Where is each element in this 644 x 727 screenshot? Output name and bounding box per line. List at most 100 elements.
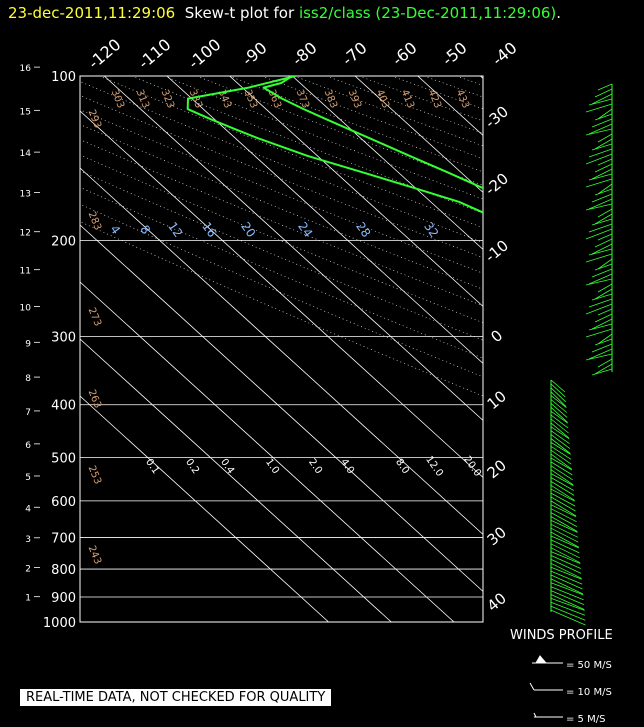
dry-adiabat-label: 293	[86, 108, 103, 130]
dry-adiabat-label: 313	[134, 88, 151, 110]
wind-barb	[550, 449, 572, 465]
height-km-label: 11	[20, 267, 31, 277]
wind-barb	[550, 500, 577, 517]
plot-frame	[79, 75, 484, 623]
dry-adiabat-line	[196, 76, 483, 186]
isotherm-line	[543, 76, 644, 622]
mixing-ratio-label: 32	[421, 219, 441, 240]
dry-adiabat-label: 383	[322, 88, 339, 110]
isotherm-line	[80, 281, 455, 622]
dry-adiabat-label: 263	[86, 388, 103, 410]
dry-adiabat-line	[586, 76, 644, 620]
wind-barb	[597, 83, 613, 91]
wind-barb	[550, 465, 573, 481]
wind-barb	[550, 418, 569, 434]
wind-barb	[597, 208, 613, 218]
dry-adiabat-line	[80, 221, 483, 397]
wind-barb	[550, 531, 579, 548]
isotherm-right-label: 30	[484, 523, 510, 549]
wind-barb	[550, 590, 585, 605]
dry-adiabat-line	[80, 170, 483, 341]
wind-barb	[550, 516, 578, 532]
height-km-label: 10	[20, 304, 32, 314]
height-km-label: 5	[25, 473, 31, 483]
mixing-ratio-label: 2.0	[306, 457, 324, 476]
isotherm-line	[80, 167, 483, 535]
isotherm-top-label: -100	[184, 35, 224, 73]
wind-barb	[550, 410, 569, 424]
dry-adiabat-line	[80, 154, 483, 324]
wind-barb	[550, 535, 580, 549]
dry-adiabat-line	[80, 109, 483, 274]
wind-legend-5: = 5 M/S	[566, 714, 606, 725]
wind-barb	[591, 293, 613, 301]
wind-barb	[550, 527, 579, 543]
mixing-ratio-line	[504, 196, 644, 616]
mixing-ratio-label: 1.0	[263, 457, 281, 476]
wind-legend-barbs	[529, 655, 563, 718]
wind-barb	[550, 430, 570, 445]
wind-barb	[550, 481, 575, 496]
wind-barb	[591, 343, 613, 353]
dry-adiabat-line	[228, 76, 483, 173]
wind-barb	[591, 318, 613, 330]
wind-barb	[550, 399, 568, 413]
height-km-label: 12	[20, 229, 31, 239]
dry-adiabat-line	[80, 203, 483, 378]
wind-barb	[585, 353, 613, 361]
wind-barb	[588, 223, 613, 233]
title-prefix: Skew-t plot for	[184, 4, 295, 22]
wind-barb	[550, 539, 580, 554]
wind-legend-barb-50	[532, 655, 563, 664]
pressure-label: 600	[51, 495, 76, 510]
wind-barb	[550, 403, 568, 418]
height-km-label: 3	[25, 535, 31, 545]
wind-barb	[550, 488, 575, 502]
isotherm-line	[229, 76, 483, 307]
mixing-ratio-label: 28	[353, 219, 373, 240]
sounding-profiles	[186, 76, 483, 214]
isotherm-line	[103, 76, 483, 421]
wind-barb	[597, 333, 613, 345]
wind-barb	[594, 113, 613, 121]
wind-barb	[550, 559, 582, 574]
wind-barb	[588, 248, 613, 256]
dry-adiabat-label: 283	[86, 210, 103, 232]
axis-labels: 1002003004005006007008009001000123456789…	[20, 35, 521, 631]
wind-barb	[597, 108, 613, 120]
height-km-label: 8	[25, 374, 31, 384]
isotherm-right-label: 0	[487, 326, 506, 346]
wind-barb	[550, 395, 567, 408]
isotherm-top-label: -80	[288, 38, 320, 69]
wind-barb	[550, 473, 574, 486]
wind-barb	[550, 512, 578, 527]
isotherm-line	[417, 76, 483, 136]
height-km-label: 2	[25, 565, 31, 575]
wind-barb	[591, 143, 613, 151]
dry-adiabat-line	[423, 76, 483, 98]
mixing-ratio-label: 8.0	[393, 457, 411, 476]
dry-adiabat-line	[554, 76, 644, 620]
wind-barb	[550, 609, 586, 626]
wind-barb	[550, 461, 573, 476]
wind-barb	[550, 594, 585, 610]
wind-barb	[550, 605, 586, 621]
mixing-ratio-label: 24	[295, 219, 315, 240]
wind-barb	[588, 123, 613, 135]
pressure-label: 500	[51, 452, 76, 467]
wind-barb	[550, 562, 582, 579]
wind-barb	[550, 555, 581, 569]
dry-adiabat-line	[80, 139, 483, 307]
isotherm-line	[80, 224, 483, 592]
mixing-ratio-line	[633, 196, 644, 616]
wind-barb	[550, 442, 571, 455]
mixing-ratio-label: 0.4	[218, 457, 236, 476]
wind-barb	[585, 153, 613, 165]
wind-barb	[550, 426, 570, 440]
wind-barb	[550, 598, 585, 611]
height-km-label: 7	[25, 408, 31, 418]
wind-legend-barb-5	[533, 712, 563, 718]
wind-barb	[550, 469, 574, 486]
isotherm-top-label: -50	[438, 38, 470, 69]
height-km-label: 6	[25, 441, 31, 451]
